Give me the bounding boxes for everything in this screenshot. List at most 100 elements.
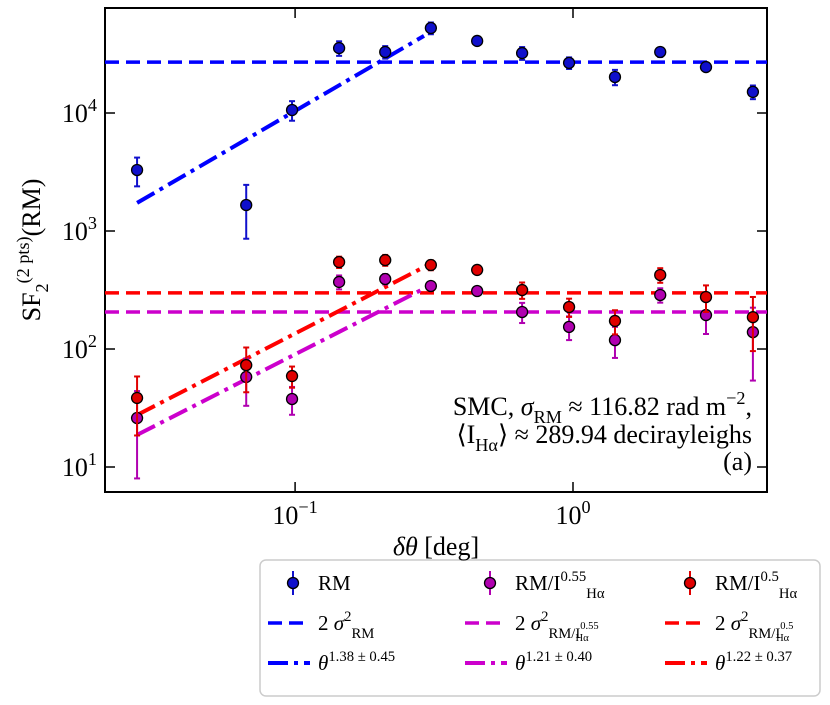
data-point xyxy=(699,60,713,74)
legend-marker xyxy=(483,576,497,590)
annotation-part: SMC, xyxy=(453,392,521,421)
data-point xyxy=(379,272,392,286)
legend-label-part: 2 xyxy=(515,611,531,635)
legend-label-part: σ xyxy=(531,611,543,635)
legend-label-part: σ xyxy=(731,611,743,635)
y-tick-label: 104 xyxy=(62,95,97,128)
data-point xyxy=(746,311,760,324)
plot-frame xyxy=(104,7,768,493)
data-point xyxy=(515,283,529,297)
data-point xyxy=(654,288,667,302)
legend-marker xyxy=(286,576,300,590)
legend-label-part: RM/I xyxy=(515,571,561,595)
x-tick-label: 10−1 xyxy=(272,497,317,530)
data-point xyxy=(471,34,484,48)
data-point xyxy=(471,263,484,277)
y-tick-label-part: 3 xyxy=(88,213,97,233)
legend-label-part: 0.55 xyxy=(561,569,587,585)
legend-label-part: 1.21 ± 0.40 xyxy=(525,649,592,665)
data-point xyxy=(130,163,144,177)
legend-label-part: θ xyxy=(515,651,525,675)
data-point xyxy=(699,290,713,304)
annotation-part: , xyxy=(746,392,753,421)
legend-label: RM xyxy=(318,571,351,595)
x-tick-label-part: −1 xyxy=(298,497,317,517)
annotation-part: Hα xyxy=(475,435,498,455)
legend-label-part: Hα xyxy=(576,633,590,644)
legend-marker xyxy=(683,576,697,590)
annotation-part: ⟩ ≈ 289.94 decirayleighs xyxy=(498,420,752,449)
data-point xyxy=(240,198,253,212)
y-tick-label-part: 2 xyxy=(88,331,97,351)
data-point xyxy=(285,369,299,383)
data-point xyxy=(424,279,438,293)
data-point xyxy=(746,85,760,99)
y-tick-label-part: 10 xyxy=(62,335,88,364)
legend-label-part: Hα xyxy=(779,586,798,602)
legend-label-part: 0.5 xyxy=(761,569,779,585)
y-axis-label-part: 2 xyxy=(32,283,52,292)
legend-label: θ1.38 ± 0.45 xyxy=(318,649,395,675)
data-point xyxy=(608,333,622,347)
y-tick-label-part: 4 xyxy=(88,95,97,115)
data-point xyxy=(654,45,667,59)
data-point xyxy=(130,391,144,405)
data-point xyxy=(424,258,438,272)
data-point xyxy=(562,320,576,334)
legend-label-part: 1.22 ± 0.37 xyxy=(725,649,792,665)
legend-label-part: 1.38 ± 0.45 xyxy=(328,649,395,665)
data-point xyxy=(515,46,529,60)
legend-label: θ1.21 ± 0.40 xyxy=(515,649,592,675)
legend-label-part: 2 xyxy=(541,609,548,625)
y-axis-label-part: (RM) xyxy=(17,179,46,237)
data-point xyxy=(608,314,622,328)
x-tick-label-part: 10 xyxy=(272,501,298,530)
data-point xyxy=(379,253,392,267)
data-point xyxy=(285,392,299,406)
legend-label-part: θ xyxy=(715,651,725,675)
legend-label-part: 2 xyxy=(715,611,731,635)
annotation: SMC, σRM ≈ 116.82 rad m−2, xyxy=(453,388,752,427)
annotation-part: ≈ 116.82 rad m xyxy=(562,392,726,421)
legend-label-part: 2 xyxy=(344,609,351,625)
annotation: ⟨IHα⟩ ≈ 289.94 decirayleighs xyxy=(456,420,752,455)
data-point xyxy=(332,255,346,269)
legend-label-part: 0.55 xyxy=(580,621,598,632)
annotation-part: RM xyxy=(534,407,562,427)
annotation-part: σ xyxy=(521,392,535,421)
legend-label: 2 σ2RM/I0.55 Hα xyxy=(515,609,599,643)
fit-line xyxy=(136,283,432,437)
legend-label-part: θ xyxy=(318,651,328,675)
legend-label-part: RM xyxy=(318,571,351,595)
data-point xyxy=(332,41,346,55)
annotation-part: ⟨I xyxy=(456,420,475,449)
legend-label-part: 2 xyxy=(318,611,334,635)
data-point xyxy=(471,284,484,298)
fit-line xyxy=(136,34,426,205)
y-tick-label-part: 10 xyxy=(62,99,88,128)
legend-label-part: 0.5 xyxy=(780,621,793,632)
data-point xyxy=(240,358,253,372)
y-axis-label-part: (2 pts) xyxy=(13,236,34,283)
y-tick-label: 103 xyxy=(62,213,97,246)
y-axis-label-part: SF xyxy=(17,292,46,321)
legend-label-part: RM/I xyxy=(548,626,580,642)
x-axis-label-part: δθ xyxy=(393,532,418,561)
data-point xyxy=(608,70,622,84)
legend-label-part: RM/I xyxy=(748,626,780,642)
legend-label: 2 σ2RM xyxy=(318,609,374,642)
y-tick-label-part: 1 xyxy=(88,449,97,469)
legend-label: RM/I0.5Hα xyxy=(715,569,797,602)
legend-label-part: 2 xyxy=(741,609,748,625)
legend-label-part: σ xyxy=(334,611,346,635)
legend-label-part: Hα xyxy=(776,633,790,644)
legend-label-part: RM/I xyxy=(715,571,761,595)
x-tick-label-part: 10 xyxy=(555,501,581,530)
y-tick-label: 101 xyxy=(62,449,97,482)
x-axis-label: δθ [deg] xyxy=(393,532,479,561)
legend-label-part: RM xyxy=(351,626,374,642)
y-tick-label: 102 xyxy=(62,331,97,364)
x-axis-label-part: [deg] xyxy=(418,532,479,561)
data-point xyxy=(379,45,392,59)
